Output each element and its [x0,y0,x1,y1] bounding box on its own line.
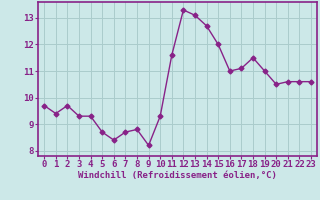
X-axis label: Windchill (Refroidissement éolien,°C): Windchill (Refroidissement éolien,°C) [78,171,277,180]
